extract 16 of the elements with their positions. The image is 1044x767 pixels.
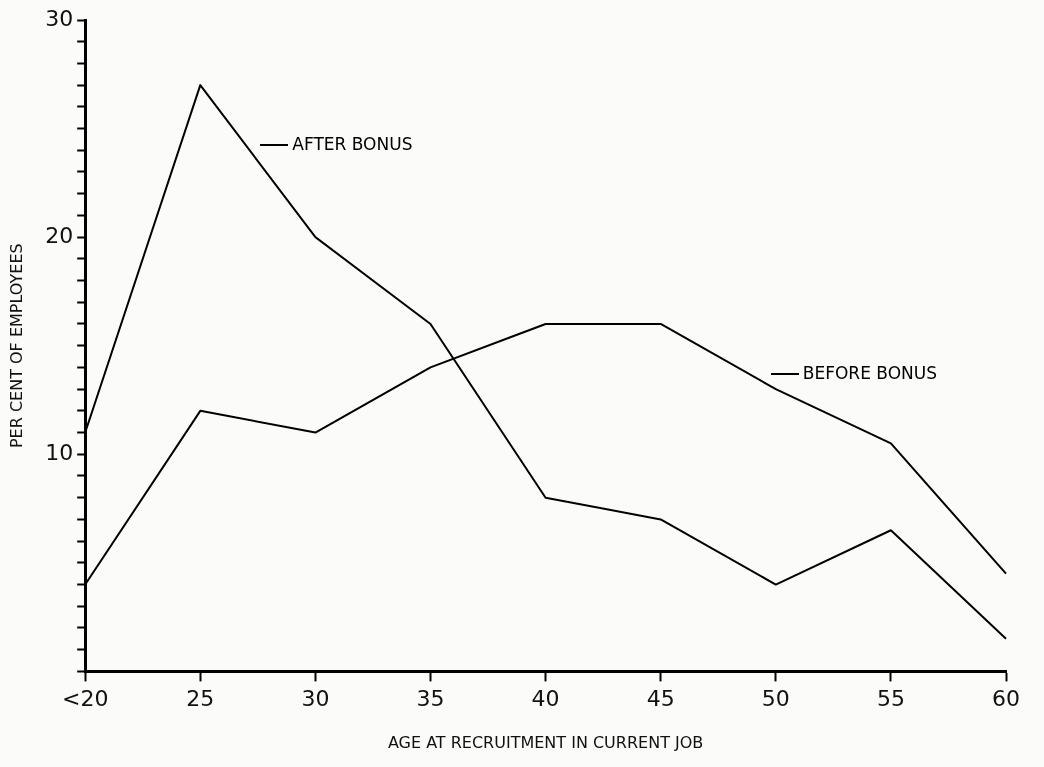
x-tick-label: 50 [761, 686, 790, 712]
x-tick-label: 35 [416, 686, 445, 712]
y-tick-label: 10 [45, 439, 74, 465]
y-tick-label: 20 [45, 222, 74, 248]
x-tick-label: <20 [61, 686, 109, 712]
x-axis-title: AGE AT RECRUITMENT IN CURRENT JOB [387, 732, 704, 752]
y-axis-title: PER CENT OF EMPLOYEES [6, 243, 26, 449]
y-tick-label: 30 [45, 5, 74, 31]
legend-label: BEFORE BONUS [802, 362, 938, 383]
x-tick-label: 30 [301, 686, 330, 712]
x-tick-label: 55 [876, 686, 905, 712]
x-tick-label: 40 [531, 686, 560, 712]
legend-label: AFTER BONUS [292, 133, 413, 154]
x-tick-label: 60 [992, 686, 1020, 712]
x-tick-label: 25 [186, 686, 215, 712]
x-tick-label: 45 [646, 686, 675, 712]
